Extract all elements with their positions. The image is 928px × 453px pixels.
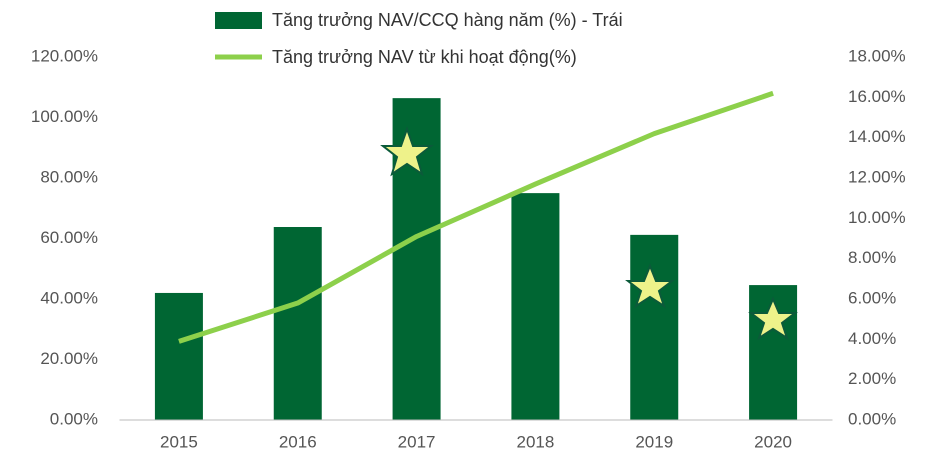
y-tick-label: 100.00% <box>31 107 98 126</box>
y2-tick-label: 0.00% <box>848 409 896 428</box>
legend-swatch-bar <box>215 12 262 29</box>
star <box>748 296 798 341</box>
y2-tick-label: 14.00% <box>848 127 906 146</box>
y2-tick-label: 2.00% <box>848 369 896 388</box>
y2-tick-label: 10.00% <box>848 208 906 227</box>
x-tick-label: 2015 <box>160 432 198 451</box>
y-tick-label: 20.00% <box>40 349 98 368</box>
x-tick-label: 2017 <box>398 432 436 451</box>
star <box>380 125 434 177</box>
y-tick-label: 120.00% <box>31 46 98 65</box>
bar <box>511 193 560 420</box>
y-tick-label: 80.00% <box>40 167 98 186</box>
bar <box>154 292 203 420</box>
y-tick-label: 40.00% <box>40 288 98 307</box>
line <box>178 90 774 344</box>
y2-tick-label: 16.00% <box>848 87 906 106</box>
y-tick-label: 60.00% <box>40 228 98 247</box>
x-tick-label: 2019 <box>635 432 673 451</box>
legend-label: Tăng trưởng NAV/CCQ hàng năm (%) - Trái <box>272 10 623 30</box>
y2-tick-label: 18.00% <box>848 46 906 65</box>
legend-label: Tăng trưởng NAV từ khi hoạt động(%) <box>272 47 577 67</box>
plot: 0.00% 20.00% 40.00% 60.00% 80.00% 100.00% 120.… <box>31 46 906 451</box>
y2-tick-label: 8.00% <box>848 248 896 267</box>
x-tick-label: 2020 <box>754 432 792 451</box>
y2-tick-label: 4.00% <box>848 329 896 348</box>
x-tick-label: 2016 <box>279 432 317 451</box>
x-tick-label: 2018 <box>517 432 555 451</box>
y2-tick-label: 12.00% <box>848 167 906 186</box>
bar <box>273 227 322 420</box>
bar <box>630 234 679 420</box>
star <box>625 263 675 309</box>
y-tick-label: 0.00% <box>50 409 98 428</box>
y2-tick-label: 6.00% <box>848 288 896 307</box>
stars <box>380 125 798 341</box>
